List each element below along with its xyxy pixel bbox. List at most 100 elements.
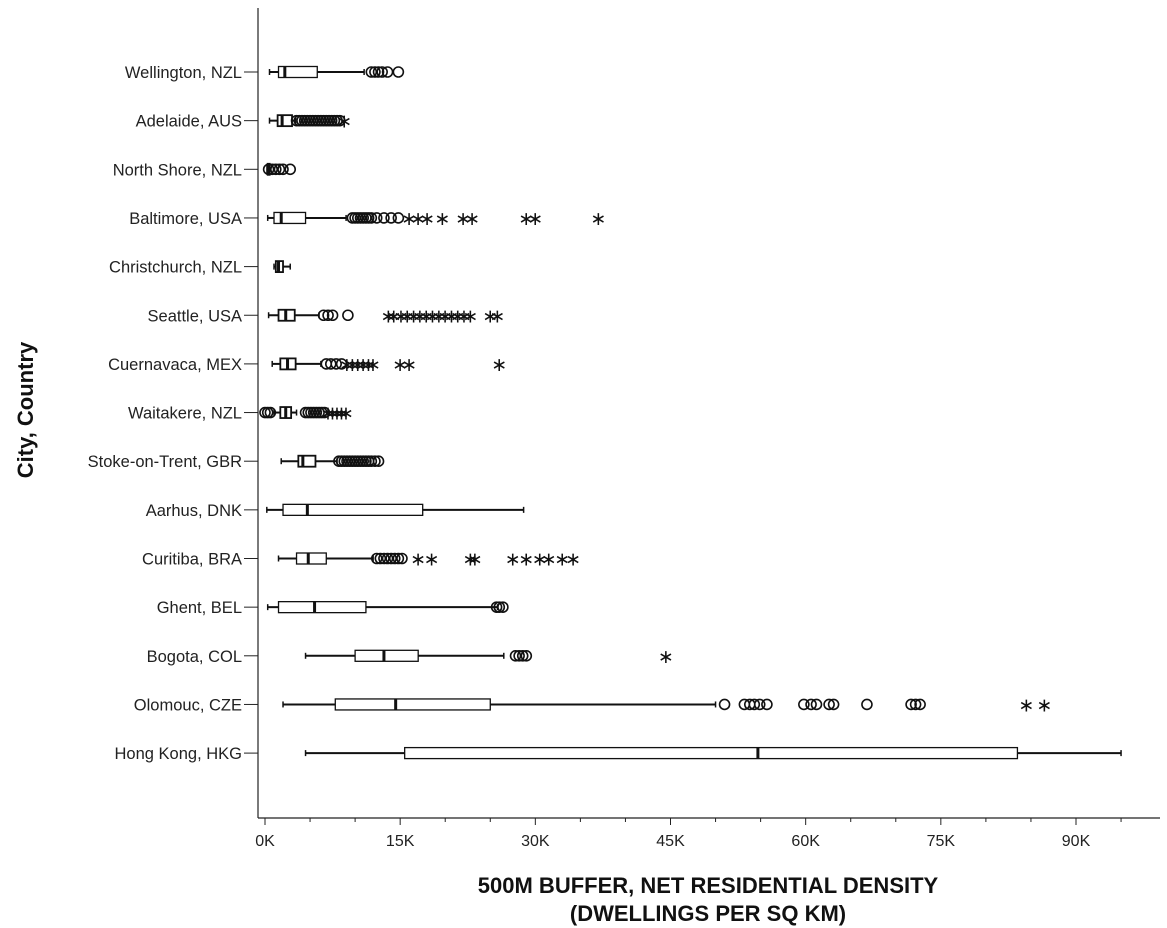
extreme-point: ∗ xyxy=(491,354,507,376)
outlier-point xyxy=(392,212,405,224)
outlier-point xyxy=(374,552,387,565)
boxplot-row xyxy=(304,746,1122,760)
outlier-point xyxy=(392,66,405,78)
category-label: Baltimore, USA xyxy=(129,210,242,228)
extreme-point: ∗ xyxy=(412,305,428,327)
boxplot-row: ∗ ∗ xyxy=(282,694,1053,716)
category-label: North Shore, NZL xyxy=(113,161,242,179)
outlier-point xyxy=(378,212,390,224)
extreme-point: ∗ xyxy=(325,403,341,425)
x-tick-label: 30K xyxy=(521,833,550,850)
extreme-point: ∗ xyxy=(518,549,534,571)
extreme-point: ∗ xyxy=(425,305,441,327)
outlier-point xyxy=(264,406,277,419)
outlier-point xyxy=(326,309,339,322)
extreme-point: ∗ xyxy=(399,305,415,327)
outlier-point xyxy=(365,212,378,224)
boxplot-row xyxy=(266,601,509,614)
extreme-point: ∗ xyxy=(386,305,402,327)
outlier-point xyxy=(381,552,394,565)
extreme-point: ∗ xyxy=(590,208,606,230)
extreme-point: ∗ xyxy=(1037,694,1053,716)
boxplots: ∗∗∗∗ ∗ ∗∗ ∗∗ ∗∗∗∗∗∗∗∗∗∗∗∗∗∗∗ ∗∗∗∗∗∗∗∗ ∗∗ ∗∗∗∗∗∗… xyxy=(259,65,1122,760)
outlier-point xyxy=(748,698,761,711)
category-label: Christchurch, NZL xyxy=(109,259,242,277)
outlier-point xyxy=(509,649,522,662)
y-axis-title: City, Country xyxy=(13,341,38,478)
outlier-point xyxy=(330,358,342,370)
extreme-point: ∗ xyxy=(554,549,570,571)
outlier-point xyxy=(827,698,840,711)
outlier-point xyxy=(372,455,385,468)
box-iqr xyxy=(297,454,317,468)
extreme-point: ∗ xyxy=(444,305,460,327)
boxplot-row xyxy=(268,65,405,79)
outlier-point xyxy=(324,358,337,370)
outlier-point xyxy=(376,66,388,78)
outlier-point xyxy=(335,358,348,370)
category-label: Curitiba, BRA xyxy=(142,551,242,569)
outlier-point xyxy=(342,309,354,322)
extreme-point: ∗ xyxy=(467,549,483,571)
category-label: Hong Kong, HKG xyxy=(115,745,243,763)
extreme-point: ∗ xyxy=(392,354,408,376)
category-label: Olomouc, CZE xyxy=(134,696,242,714)
box-iqr xyxy=(295,552,327,565)
extreme-point: ∗ xyxy=(456,305,472,327)
extreme-point: ∗ xyxy=(329,403,345,425)
boxplot-row: ∗∗∗∗∗∗∗∗∗∗∗∗∗∗ ∗∗ xyxy=(267,305,505,327)
box-iqr xyxy=(334,698,491,711)
category-label: Seattle, USA xyxy=(148,307,242,325)
outlier-point xyxy=(322,309,334,322)
outlier-point xyxy=(810,698,823,711)
outlier-point xyxy=(333,114,346,127)
outlier-point xyxy=(273,163,286,176)
category-label: Stoke-on-Trent, GBR xyxy=(88,453,242,471)
extreme-point: ∗ xyxy=(361,354,377,376)
boxplot-row xyxy=(266,503,525,517)
boxplot-row: ∗ xyxy=(304,646,674,668)
extreme-point: ∗ xyxy=(464,208,480,230)
outlier-point xyxy=(385,212,397,224)
outlier-point xyxy=(497,601,509,613)
extreme-point: ∗ xyxy=(338,403,354,425)
boxplot-row xyxy=(273,260,291,274)
box-iqr xyxy=(404,746,1019,760)
extreme-point: ∗ xyxy=(334,403,350,425)
extreme-point: ∗ xyxy=(455,208,471,230)
extreme-point: ∗ xyxy=(658,646,674,668)
outlier-point xyxy=(270,163,282,176)
extreme-point: ∗ xyxy=(401,354,417,376)
category-label: Ghent, BEL xyxy=(157,599,242,617)
extreme-point: ∗ xyxy=(424,549,440,571)
outlier-point xyxy=(753,698,766,711)
outlier-point xyxy=(388,552,401,565)
extreme-point: ∗ xyxy=(419,208,435,230)
x-tick-label: 0K xyxy=(255,833,275,850)
extreme-point: ∗ xyxy=(339,354,355,376)
extreme-point: ∗ xyxy=(1018,694,1034,716)
outlier-point xyxy=(365,66,378,78)
outlier-point xyxy=(718,698,731,711)
extreme-point: ∗ xyxy=(344,354,360,376)
outlier-point xyxy=(761,698,773,711)
boxplot-row xyxy=(280,454,385,468)
extreme-point: ∗ xyxy=(410,549,426,571)
outlier-point xyxy=(516,649,529,662)
extreme-point: ∗ xyxy=(435,208,451,230)
extreme-point: ∗ xyxy=(437,305,453,327)
outlier-point xyxy=(317,309,330,322)
extreme-point: ∗ xyxy=(541,549,557,571)
extreme-point: ∗ xyxy=(355,354,371,376)
extreme-point: ∗ xyxy=(410,208,426,230)
extreme-point: ∗ xyxy=(527,208,543,230)
outlier-point xyxy=(396,552,408,565)
outlier-point xyxy=(385,552,397,565)
boxplot-row xyxy=(262,162,297,176)
x-tick-label: 60K xyxy=(791,833,820,850)
extreme-point: ∗ xyxy=(380,305,396,327)
outlier-point xyxy=(493,601,506,613)
box-iqr xyxy=(276,114,293,128)
outlier-point xyxy=(909,698,922,711)
